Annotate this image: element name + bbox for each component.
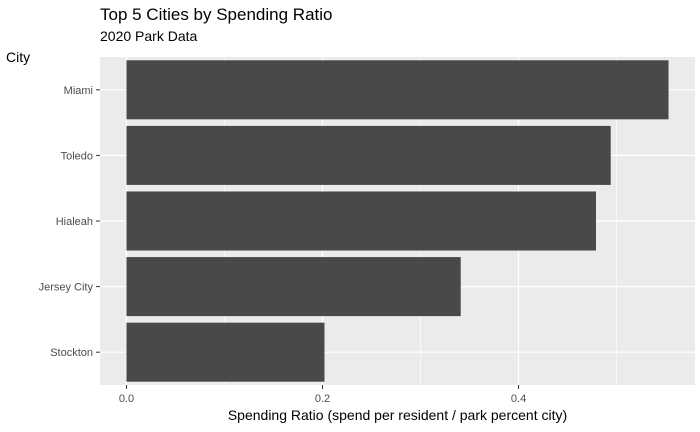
y-tick-label: Miami [64, 85, 93, 97]
bar-hialeah [126, 191, 596, 251]
x-axis: 0.0 0.2 0.4 [119, 385, 526, 405]
y-axis-title: City [6, 49, 30, 65]
bar-toledo [126, 125, 611, 185]
bars [126, 60, 669, 382]
chart-subtitle: 2020 Park Data [100, 28, 197, 44]
x-axis-title: Spending Ratio (spend per resident / par… [228, 407, 567, 423]
y-tick-label: Toledo [61, 150, 93, 162]
y-tick-label: Stockton [50, 347, 93, 359]
y-tick-label: Jersey City [39, 282, 94, 294]
chart-title: Top 5 Cities by Spending Ratio [100, 5, 332, 24]
bar-stockton [126, 322, 325, 382]
y-tick-label: Hialeah [56, 216, 93, 228]
x-tick-label: 0.2 [315, 393, 330, 405]
bar-jersey-city [126, 257, 461, 317]
x-tick-label: 0.4 [511, 393, 526, 405]
y-axis: Miami Toledo Hialeah Jersey City Stockton [39, 85, 100, 359]
x-tick-label: 0.0 [119, 393, 134, 405]
bar-miami [126, 60, 669, 120]
